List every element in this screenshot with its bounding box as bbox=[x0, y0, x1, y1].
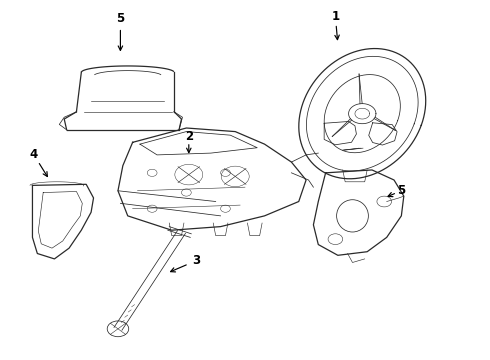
Text: 1: 1 bbox=[331, 10, 340, 23]
Text: 5: 5 bbox=[397, 184, 406, 197]
Text: 4: 4 bbox=[30, 148, 38, 161]
Text: 5: 5 bbox=[116, 12, 124, 25]
Text: 2: 2 bbox=[185, 130, 193, 144]
Text: 3: 3 bbox=[192, 254, 200, 267]
